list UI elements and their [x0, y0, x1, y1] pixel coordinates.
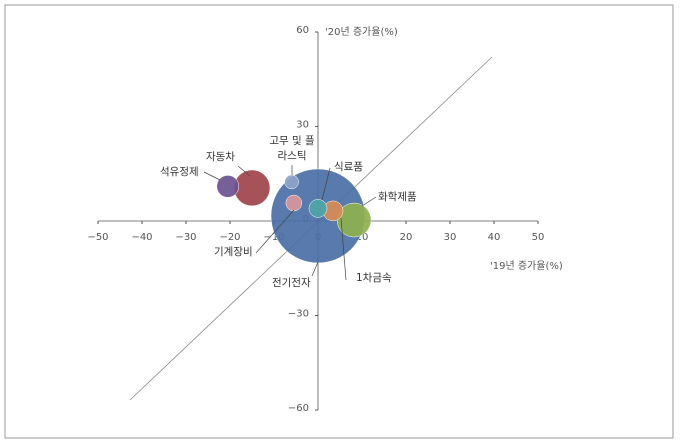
bubble	[216, 175, 240, 198]
y-tick-label: 30	[296, 120, 309, 131]
bubble-label: 전기전자	[272, 277, 311, 289]
x-tick-label: −50	[87, 232, 108, 243]
y-tick-label: −30	[288, 309, 309, 320]
y-tick-label: −60	[288, 403, 309, 414]
leader-line	[361, 196, 377, 207]
x-tick-label: −30	[175, 232, 196, 243]
bubble	[284, 174, 299, 190]
bubble-label: 자동차	[206, 151, 235, 163]
y-tick-label: 60	[296, 25, 309, 36]
bubble	[308, 199, 328, 218]
frame	[4, 4, 674, 439]
leader-line	[321, 167, 331, 201]
leader-line	[311, 261, 319, 277]
x-tick-label: −20	[219, 232, 240, 243]
y-axis-title: '20년 증가율(%)	[325, 26, 398, 38]
x-tick-label: 40	[488, 232, 501, 243]
x-tick-label: −10	[263, 232, 284, 243]
x-tick-label: −40	[131, 232, 152, 243]
bubble-label: 1차금속	[356, 272, 392, 284]
bubble	[233, 169, 271, 207]
bubble-label: 화학제품	[378, 191, 417, 203]
x-tick-label: 20	[400, 232, 413, 243]
leader-line	[237, 165, 251, 177]
bubble-label: 고무 및 플라스틱	[269, 135, 315, 162]
x-tick-label: 30	[444, 232, 457, 243]
bubble-label: 석유정제	[160, 166, 199, 178]
leader-line	[340, 217, 347, 281]
bubble-label: 식료품	[334, 161, 363, 173]
leader-line	[255, 209, 295, 254]
x-tick-label: 10	[356, 232, 369, 243]
x-axis-title: '19년 증가율(%)	[490, 260, 563, 272]
bubble	[285, 194, 303, 212]
leader-line	[203, 171, 221, 181]
bubble-label: 기계장비	[214, 246, 253, 258]
x-tick-label: 50	[532, 232, 545, 243]
